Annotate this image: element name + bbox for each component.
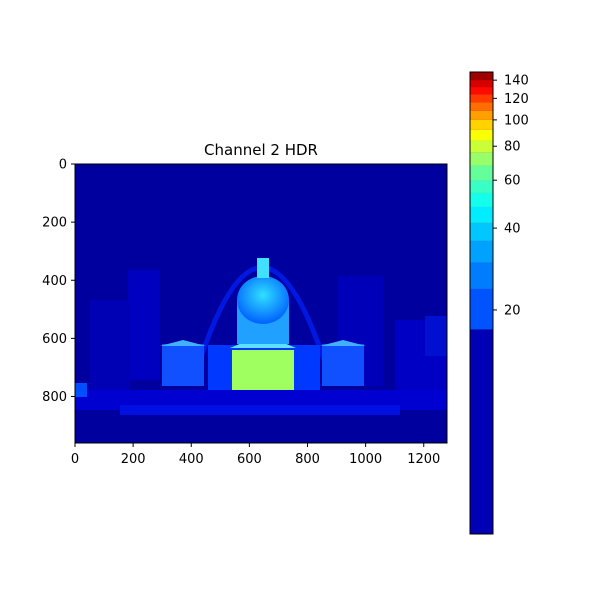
x-tick-label: 600 — [237, 452, 262, 467]
chart-title: Channel 2 HDR — [204, 141, 318, 159]
colorbar-band — [470, 110, 493, 120]
colorbar-tick-label: 60 — [504, 174, 521, 189]
colorbar-tick-label: 40 — [504, 222, 521, 237]
x-tick-label: 1200 — [407, 452, 440, 467]
colorbar-band — [470, 165, 493, 181]
colorbar-tick-label: 100 — [504, 113, 529, 128]
colorbar-tick-label: 80 — [504, 140, 521, 155]
colorbar-band — [470, 152, 493, 166]
colorbar: 20 40 60 80 100 120 140 — [469, 71, 529, 535]
colorbar-band — [470, 119, 493, 130]
x-tick-label: 200 — [121, 452, 146, 467]
x-tick-label: 800 — [295, 452, 320, 467]
y-tick-label: 800 — [42, 390, 67, 405]
colorbar-tick-label: 140 — [504, 74, 529, 89]
x-axis: 0 200 400 600 800 1000 1200 — [71, 443, 440, 467]
y-tick-label: 400 — [42, 274, 67, 289]
x-tick-label: 0 — [71, 452, 79, 467]
colorbar-band — [470, 140, 493, 153]
colorbar-band — [470, 180, 493, 193]
portico — [232, 350, 294, 390]
colorbar-frame — [469, 71, 494, 535]
colorbar-tick-label: 120 — [504, 92, 529, 107]
y-tick-label: 200 — [42, 216, 67, 231]
plot-frame — [74, 163, 448, 444]
colorbar-band — [470, 192, 493, 207]
colorbar-band — [470, 206, 493, 223]
colorbar-band — [470, 222, 493, 241]
colorbar-band — [470, 102, 493, 111]
colorbar-tick-label: 20 — [504, 303, 521, 318]
x-tick-label: 1000 — [349, 452, 382, 467]
y-tick-label: 600 — [42, 332, 67, 347]
left-wing — [162, 344, 204, 386]
cupola — [257, 258, 269, 278]
x-tick-label: 400 — [179, 452, 204, 467]
y-tick-label: 0 — [59, 158, 67, 173]
colorbar-band — [470, 72, 493, 81]
colorbar-band — [470, 80, 493, 88]
y-axis: 0 200 400 600 800 — [42, 158, 75, 405]
colorbar-band — [470, 288, 493, 330]
colorbar-band — [470, 262, 493, 289]
colorbar-band — [470, 87, 493, 95]
heatmap-image — [75, 164, 447, 443]
colorbar-band — [470, 94, 493, 103]
colorbar-band — [470, 329, 493, 534]
colorbar-band — [470, 129, 493, 141]
colorbar-band — [470, 240, 493, 263]
dome — [237, 276, 289, 324]
building-left — [128, 270, 160, 380]
right-wing — [322, 344, 364, 386]
